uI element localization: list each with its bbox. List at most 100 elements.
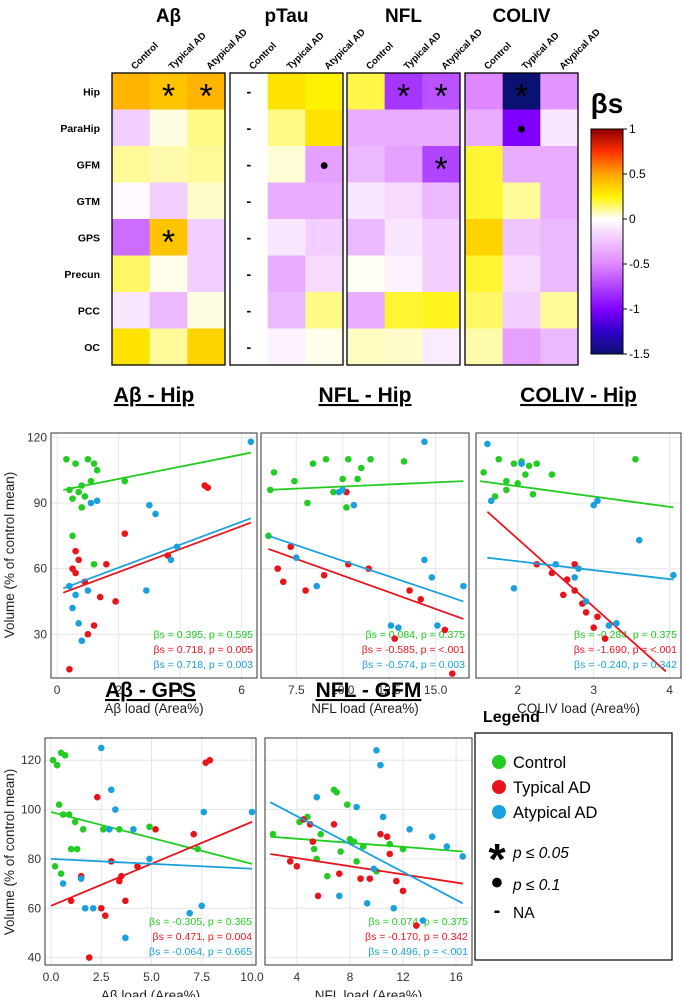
data-point — [344, 455, 352, 463]
heatmap-cell — [267, 146, 306, 183]
heatmap-cell — [230, 109, 269, 147]
stat-annotation: βs = -0.574, p = 0.003 — [362, 659, 465, 671]
heatmap-cell — [187, 328, 226, 366]
significance-star: * — [435, 150, 448, 188]
legend-item-label: Typical AD — [513, 779, 591, 797]
heatmap-cell — [422, 73, 461, 110]
data-point — [90, 460, 98, 467]
chart-title: NFL - Hip — [319, 384, 412, 407]
data-point — [330, 488, 337, 496]
data-point — [71, 818, 79, 826]
data-point — [582, 598, 590, 605]
regression-line — [487, 556, 674, 581]
legend-title: Legend — [483, 709, 540, 726]
heatmap-cell — [149, 109, 188, 147]
x-tick-label: 15.0 — [424, 683, 448, 697]
data-point — [313, 582, 321, 590]
data-point — [75, 620, 82, 627]
regression-line — [62, 517, 252, 590]
colorbar-tick-label: -1 — [629, 302, 640, 316]
heatmap-cell — [347, 109, 386, 147]
data-point — [72, 569, 79, 577]
heatmap-row-label: Precun — [64, 269, 100, 281]
heatmap-cell — [422, 219, 461, 256]
heatmap-cell — [540, 73, 579, 110]
colorbar-title: βs — [591, 88, 624, 119]
plot-border — [44, 737, 257, 966]
data-point — [287, 543, 295, 551]
heatmap-cell — [267, 255, 306, 293]
heatmap-column-label: Atypical AD — [558, 27, 603, 72]
significance-dot: • — [517, 116, 525, 143]
heatmap-cell — [465, 219, 504, 256]
data-point — [93, 466, 101, 474]
heatmap-cell — [305, 292, 344, 329]
plot-area — [45, 738, 256, 965]
heatmap-row-label: OC — [84, 342, 100, 354]
heatmap-cell — [230, 146, 269, 183]
y-tick-label: 30 — [34, 627, 48, 641]
stat-annotation: βs = -0.585, p = <.001 — [362, 644, 465, 656]
data-point — [97, 904, 105, 912]
data-point — [116, 877, 123, 885]
x-tick-label: 12 — [396, 970, 410, 984]
stat-annotation: βs = 0.074, p = 0.375 — [369, 916, 469, 928]
data-point — [495, 455, 503, 463]
data-point — [339, 475, 347, 483]
heatmap-cell — [187, 255, 226, 293]
data-point — [613, 620, 620, 627]
data-point — [87, 499, 95, 507]
x-tick-label: 10.0 — [331, 683, 355, 697]
heatmap-cell — [267, 182, 306, 220]
significance-star: * — [200, 77, 213, 115]
data-point — [395, 624, 402, 631]
plot-border — [475, 432, 682, 679]
data-point — [459, 853, 467, 860]
data-point — [336, 870, 343, 878]
heatmap-cell — [347, 146, 386, 183]
regression-line — [268, 534, 464, 603]
y-axis-label: Volume (% of control mean) — [2, 769, 17, 936]
legend-star-symbol: * — [488, 835, 506, 884]
heatmap-cell — [347, 73, 386, 110]
heatmap-row-label: PCC — [78, 305, 101, 317]
y-tick-label: 100 — [21, 803, 41, 817]
heatmap-cell — [422, 146, 461, 183]
y-tick-label: 40 — [28, 951, 42, 965]
data-point — [571, 560, 579, 568]
data-point — [302, 587, 309, 594]
heatmap-cell — [112, 109, 151, 147]
chart-title: NFL - GFM — [316, 679, 422, 702]
stat-annotation: βs = -0.240, p = 0.342 — [574, 659, 677, 671]
heatmap-cell — [347, 328, 386, 366]
heatmap-cell — [187, 292, 226, 329]
heatmap-column-label: Typical AD — [167, 30, 209, 72]
data-point — [353, 858, 360, 865]
y-tick-label: 60 — [34, 562, 48, 576]
heatmap-cell — [465, 292, 504, 329]
data-point — [63, 455, 70, 463]
data-point — [632, 455, 639, 463]
legend-swatch — [492, 755, 506, 769]
heatmap-cell — [267, 109, 306, 147]
regression-line — [486, 511, 667, 673]
colorbar-tick-label: 0 — [629, 212, 636, 226]
data-point — [484, 440, 491, 448]
colorbar-tick-label: 0.5 — [629, 167, 646, 181]
heatmap-cell — [347, 182, 386, 220]
heatmap-cell — [384, 328, 423, 366]
heatmap-cell — [540, 292, 579, 329]
na-dash: - — [246, 229, 251, 245]
data-point — [460, 582, 467, 590]
heatmap-cell — [112, 146, 151, 183]
heatmap-panel-border — [229, 72, 344, 366]
data-point — [441, 626, 449, 634]
heatmap-panel-title: NFL — [385, 6, 422, 27]
data-point — [514, 480, 522, 487]
data-point — [367, 455, 374, 463]
heatmap-cell — [347, 219, 386, 256]
heatmap-cell — [305, 255, 344, 293]
data-point — [286, 858, 294, 865]
heatmap-cell — [384, 255, 423, 293]
